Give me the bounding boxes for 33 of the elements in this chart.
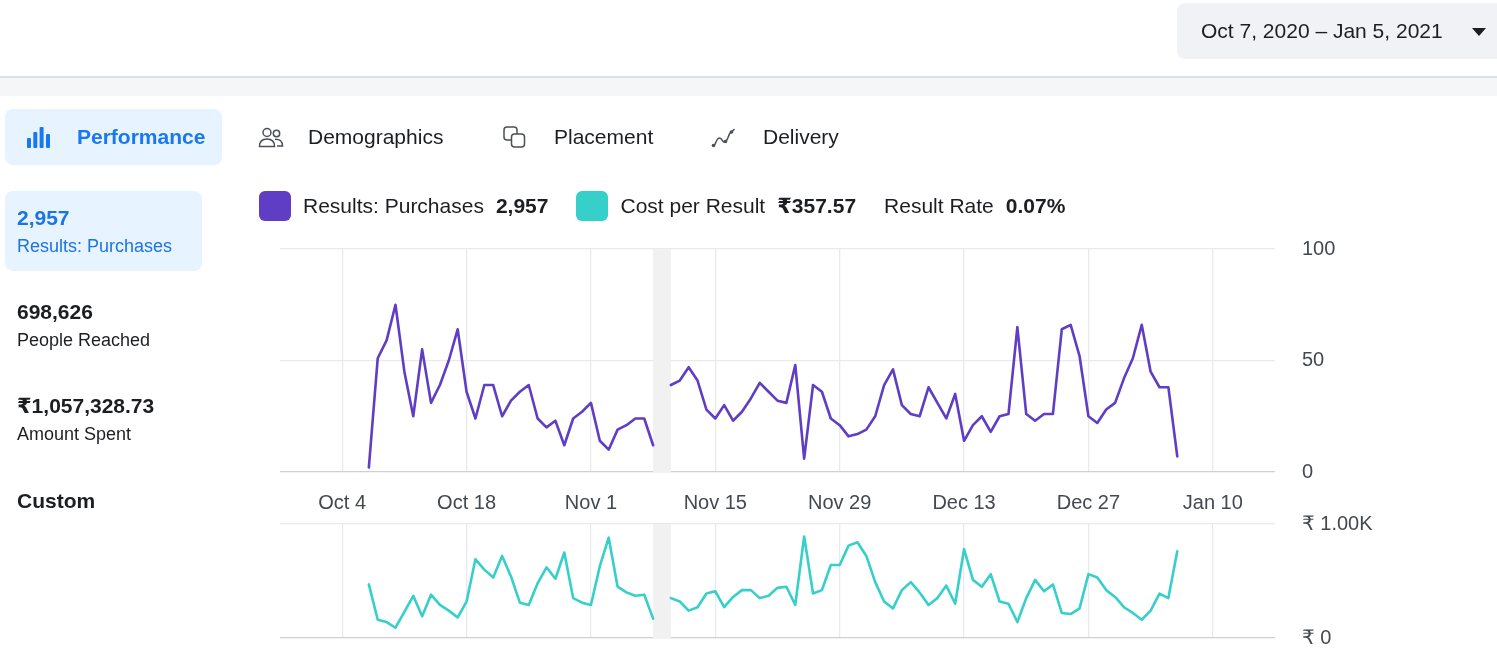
text: ₹357.57 <box>777 194 857 218</box>
y-tick-label: ₹ 1.00K <box>1302 511 1374 534</box>
text: Custom <box>17 488 96 514</box>
x-tick-label: Nov 29 <box>808 490 872 513</box>
text: Results: Purchases <box>17 235 173 257</box>
legend-label: Cost per Result <box>620 194 766 218</box>
legend-label: Results: Purchases <box>303 194 484 218</box>
text: ₹1,057,328.73 <box>17 393 155 419</box>
text: Placement <box>554 124 654 150</box>
x-tick-label: Dec 13 <box>932 490 996 513</box>
text: Performance <box>77 124 206 150</box>
x-tick-label: Dec 27 <box>1056 490 1121 513</box>
text: Delivery <box>763 124 839 150</box>
text: 0.07% <box>1005 194 1066 218</box>
selected-tab[interactable] <box>5 109 222 165</box>
text: 698,626 <box>17 299 93 325</box>
x-tick-label: Jan 10 <box>1182 490 1243 513</box>
y-tick-label: 50 <box>1302 348 1325 371</box>
y-tick-label: 100 <box>1302 236 1336 259</box>
text: 2,957 <box>495 194 549 218</box>
text: Result Rate <box>884 194 994 218</box>
date-range-dropdown[interactable]: Oct 7, 2020 – Jan 5, 2021 <box>1177 3 1497 59</box>
text: People Reached <box>17 329 151 351</box>
text: Demographics <box>308 124 444 150</box>
text: Amount Spent <box>17 423 132 445</box>
selected-metric-card[interactable] <box>5 191 202 271</box>
y-tick-label: 0 <box>1302 459 1314 482</box>
x-tick-label: Oct 4 <box>318 490 367 513</box>
x-tick-label: Nov 15 <box>683 490 747 513</box>
x-tick-label: Nov 1 <box>564 490 618 513</box>
y-tick-label: ₹ 0 <box>1302 625 1332 648</box>
text: 2,957 <box>17 205 70 231</box>
x-tick-label: Oct 18 <box>437 490 497 513</box>
